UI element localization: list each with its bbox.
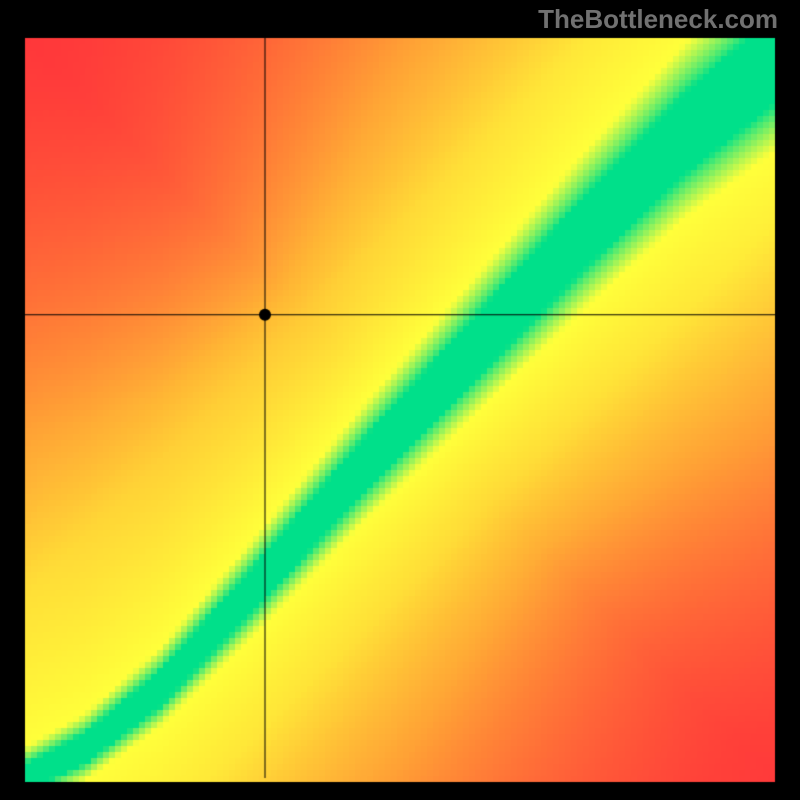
bottleneck-heatmap [0,0,800,800]
watermark-text: TheBottleneck.com [538,4,778,35]
